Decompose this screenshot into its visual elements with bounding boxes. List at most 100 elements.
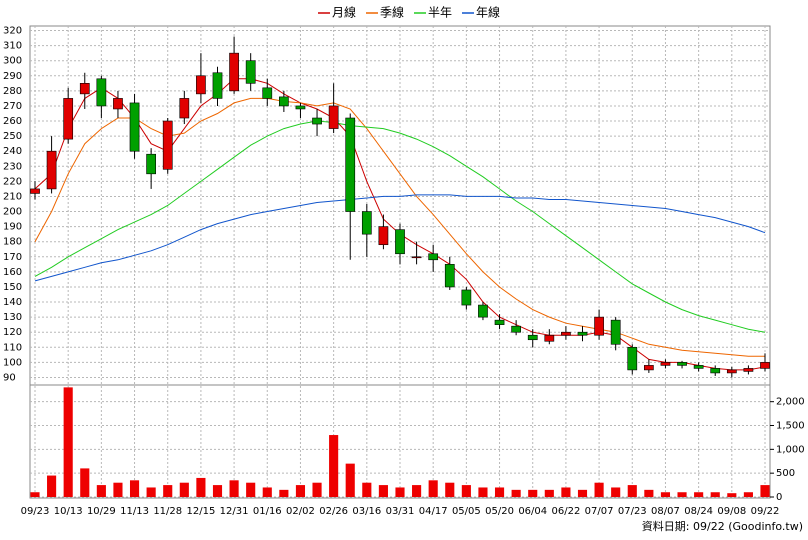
x-tick-label: 06/22 [551, 506, 580, 517]
volume-bar [229, 480, 239, 497]
legend-label: 年線 [476, 5, 500, 20]
y-tick-label: 140 [3, 297, 22, 308]
candle-body [527, 334, 538, 341]
volume-bar [594, 482, 604, 497]
volume-bar [760, 485, 770, 497]
candle-body [395, 229, 405, 255]
volume-bar [47, 475, 57, 497]
candle-body [660, 362, 671, 366]
candle-body [444, 264, 455, 288]
volume-bar [113, 482, 123, 497]
volume-bar [694, 492, 704, 497]
candle-body [677, 362, 687, 366]
candle-body [710, 368, 721, 374]
candle-body [96, 78, 107, 107]
candle-body [743, 368, 754, 372]
volume-bar [544, 489, 554, 497]
volume-bar [577, 489, 588, 497]
volume-bar [511, 489, 521, 497]
candle-body [212, 72, 223, 99]
x-tick-label: 03/16 [352, 506, 381, 517]
y-tick-label: 290 [3, 71, 22, 82]
candle-body [693, 365, 704, 369]
x-tick-label: 09/08 [717, 506, 746, 517]
y-tick-label: 130 [3, 312, 22, 323]
volume-bar [727, 493, 737, 497]
candle-body [594, 316, 604, 336]
volume-bar [262, 487, 272, 497]
volume-bar [312, 482, 322, 497]
volume-bar [611, 487, 621, 497]
volume-bar [96, 485, 106, 497]
legend-label: 月線 [332, 5, 356, 20]
candle-body [245, 60, 256, 84]
y2-tick-label: 1,000 [776, 444, 805, 455]
volume-bar [329, 435, 339, 497]
y-tick-label: 300 [3, 56, 22, 67]
volume-bar [362, 482, 372, 497]
y-tick-label: 220 [3, 176, 22, 187]
y2-tick-label: 2,000 [776, 397, 805, 408]
x-tick-label: 02/02 [286, 506, 315, 517]
candle-body [229, 52, 239, 92]
candle-body [279, 96, 289, 107]
x-tick-label: 09/22 [751, 506, 780, 517]
volume-bar [378, 485, 388, 497]
volume-bar [710, 492, 720, 497]
candle-body [544, 334, 555, 342]
candle-body [411, 256, 422, 259]
volume-bar [63, 387, 73, 497]
candle-body [627, 346, 638, 371]
x-tick-label: 07/23 [618, 506, 647, 517]
y-tick-label: 310 [3, 41, 22, 52]
y-tick-label: 150 [3, 282, 22, 293]
candle-body [428, 253, 439, 261]
y-tick-label: 260 [3, 116, 22, 127]
legend-label: 半年 [428, 6, 452, 20]
candle-body [478, 304, 488, 318]
x-tick-label: 01/16 [253, 506, 282, 517]
footnote: 資料日期: 09/22 (Goodinfo.tw) [642, 519, 803, 533]
volume-bar [30, 492, 40, 497]
x-tick-label: 08/07 [651, 506, 680, 517]
volume-bar [494, 487, 505, 497]
candle-body [129, 102, 140, 152]
volume-bar [80, 468, 90, 497]
volume-bar [644, 489, 654, 497]
candle-body [577, 331, 588, 336]
x-tick-label: 09/23 [21, 506, 50, 517]
volume-bar [246, 482, 256, 497]
x-tick-label: 03/31 [386, 506, 415, 517]
volume-bar [395, 487, 405, 497]
x-tick-label: 10/13 [54, 506, 83, 517]
y-tick-label: 160 [3, 267, 22, 278]
volume-bar [627, 485, 637, 497]
legend-label: 季線 [380, 5, 404, 20]
candle-body [46, 150, 57, 190]
candle-body [461, 289, 472, 306]
volume-bar [129, 480, 140, 497]
y-tick-label: 190 [3, 222, 22, 233]
volume-bar [445, 482, 455, 497]
candle-body [644, 365, 654, 371]
candle-body [345, 117, 356, 212]
y-tick-label: 210 [3, 191, 22, 202]
candle-body [63, 98, 74, 140]
volume-bar [179, 482, 189, 497]
x-tick-label: 04/17 [419, 506, 448, 517]
volume-bar [163, 485, 173, 497]
candle-body [79, 83, 90, 95]
volume-bar [146, 487, 156, 497]
x-tick-label: 10/29 [87, 506, 116, 517]
candle-body [378, 226, 389, 246]
candle-body [760, 362, 770, 369]
candle-body [494, 319, 505, 325]
x-tick-label: 05/05 [452, 506, 481, 517]
candle-body [610, 319, 621, 345]
volume-bar [212, 485, 223, 497]
y-tick-label: 240 [3, 146, 22, 157]
candle-body [361, 211, 372, 235]
y-tick-label: 280 [3, 86, 22, 97]
x-tick-label: 06/04 [518, 506, 547, 517]
